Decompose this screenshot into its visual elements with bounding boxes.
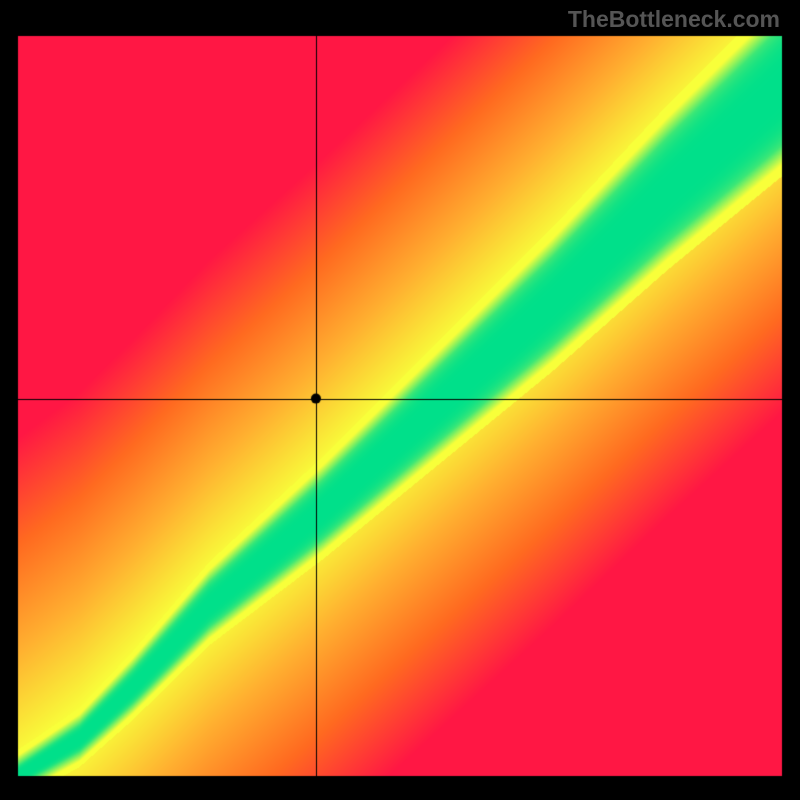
outer-frame: TheBottleneck.com [0,0,800,800]
watermark-text: TheBottleneck.com [568,6,780,33]
bottleneck-heatmap [0,0,800,800]
